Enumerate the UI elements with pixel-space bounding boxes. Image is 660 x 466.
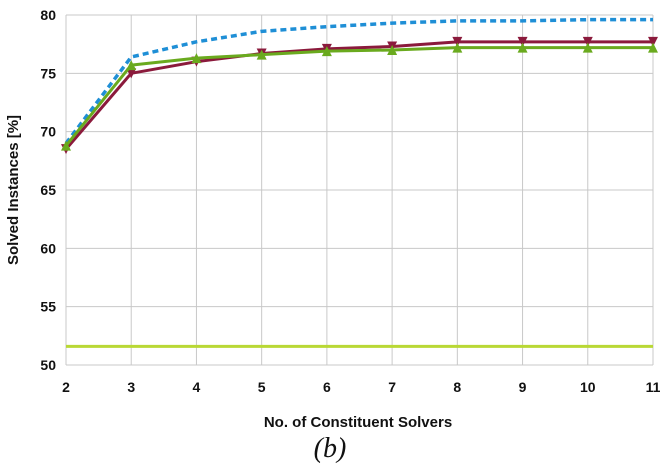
series-2-point-6: [452, 42, 463, 53]
x-tick-label-5: 7: [388, 379, 396, 395]
y-tick-label-2: 60: [40, 240, 56, 256]
series-2-line: [64, 46, 653, 147]
x-tick-label-7: 9: [519, 379, 527, 395]
x-tick-label-4: 6: [323, 379, 331, 395]
y-tick-label-6: 80: [40, 7, 56, 23]
figure-caption: (b): [314, 433, 347, 464]
series-2-point-4: [321, 46, 332, 57]
x-tick-label-2: 4: [193, 379, 201, 395]
x-tick-label-9: 11: [646, 379, 660, 395]
grid-lines: [65, 14, 654, 366]
series-1-point-8: [582, 36, 593, 47]
y-tick-label-0: 50: [40, 357, 56, 373]
x-tick-label-3: 5: [258, 379, 266, 395]
series-2-point-5: [387, 45, 398, 55]
y-tick-label-5: 75: [40, 65, 56, 81]
x-tick-label-8: 10: [580, 379, 596, 395]
series-0-line: [64, 17, 653, 145]
y-tick-labels: 50 55 60 65 70 75 80: [40, 7, 56, 373]
x-tick-label-1: 3: [127, 379, 135, 395]
series-1-point-1: [126, 68, 137, 79]
x-axis-label: No. of Constituent Solvers: [264, 414, 452, 431]
series-1-line: [64, 40, 653, 151]
y-tick-label-3: 65: [40, 182, 56, 198]
series-2-point-8: [582, 42, 593, 53]
series-1-point-7: [517, 36, 528, 47]
y-tick-label-1: 55: [40, 299, 56, 315]
y-tick-label-4: 70: [40, 124, 56, 140]
x-tick-label-6: 8: [453, 379, 461, 395]
x-tick-label-0: 2: [62, 379, 70, 395]
series-group: [61, 17, 658, 348]
series-2-point-7: [517, 42, 528, 53]
y-axis-label: Solved Instances [%]: [5, 115, 22, 265]
series-1-point-6: [452, 36, 463, 47]
series-2-point-0: [61, 140, 71, 151]
series-1-point-9: [648, 36, 658, 47]
x-tick-labels: 2 3 4 5 6 7 8 9 10 11: [62, 379, 660, 395]
series-2-point-3: [256, 49, 267, 60]
series-2-point-1: [126, 60, 137, 71]
series-2-point-2: [191, 53, 202, 64]
series-2-point-9: [648, 42, 658, 53]
